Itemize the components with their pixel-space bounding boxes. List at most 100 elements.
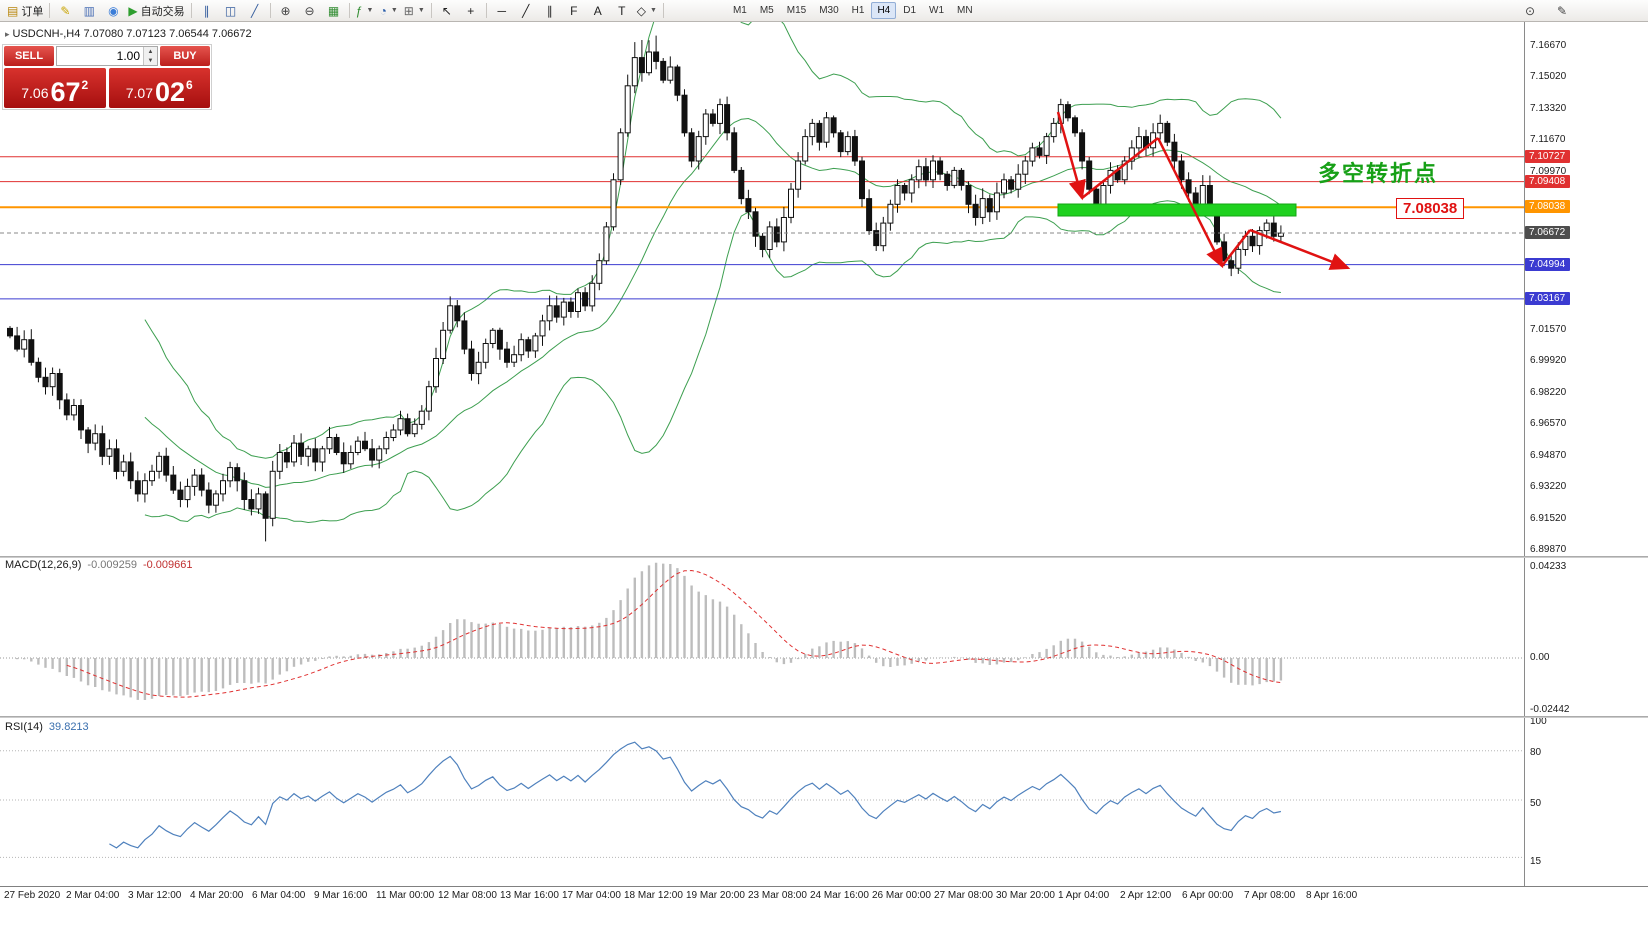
timeframe-button-mn[interactable]: MN <box>957 5 973 16</box>
timeframe-bar: M1 M5 M15 M30 H1 H4 D1 W1 MN <box>727 2 979 19</box>
symbol-period-label: USDCNH-,H4 <box>12 28 81 40</box>
templates-button[interactable]: ⊞ ▼ <box>401 2 428 20</box>
red-arrow <box>1249 228 1351 270</box>
main-chart-pane[interactable] <box>0 22 1524 556</box>
pane-splitter[interactable] <box>0 556 1648 558</box>
indicators-button[interactable]: ƒ ▼ <box>353 2 377 20</box>
toolbar-separator <box>49 3 51 18</box>
label-button[interactable]: T <box>610 2 634 20</box>
hline-icon: ─ <box>497 3 507 18</box>
timeframe-button-h1[interactable]: H1 <box>851 5 865 16</box>
trend-arrows[interactable] <box>1056 111 1351 270</box>
macd-scale-label: 0.04233 <box>1530 561 1567 572</box>
red-arrow <box>1081 137 1159 199</box>
macd-label: MACD(12,26,9) -0.009259 -0.009661 <box>5 559 193 571</box>
price-scale-label: 7.15020 <box>1530 71 1567 82</box>
collapse-panel-icon[interactable]: ▸ <box>5 29 10 39</box>
volume-stepper: ▲ ▼ <box>143 47 157 65</box>
price-scale-label: 6.89870 <box>1530 544 1567 555</box>
templates-icon: ⊞ <box>403 3 414 18</box>
chevron-down-icon: ▼ <box>650 7 657 14</box>
timeframe-button-m15[interactable]: M15 <box>786 5 807 16</box>
toolbar-separator <box>485 3 487 18</box>
rsi-scale-label: 80 <box>1530 747 1542 758</box>
tile-windows-button[interactable]: ▦ <box>322 2 346 20</box>
bar-chart-type-button[interactable]: ∥ <box>195 2 219 20</box>
turning-point-annotation[interactable]: 多空转折点 <box>1318 161 1439 186</box>
chart-symbol-header: ▸ USDCNH-,H4 7.07080 7.07123 7.06544 7.06… <box>5 28 252 40</box>
profiles-icon: ▥ <box>83 3 96 18</box>
volume-down-button[interactable]: ▼ <box>144 56 157 65</box>
price-scale-label: 6.98220 <box>1530 387 1567 398</box>
trendline-icon: ╱ <box>522 3 530 18</box>
line-chart-type-icon: ╱ <box>250 3 259 18</box>
crosshair-button[interactable]: + <box>459 2 483 20</box>
time-axis-label: 27 Mar 08:00 <box>934 890 993 901</box>
rsi-indicator-pane[interactable] <box>0 718 1524 882</box>
fibonacci-button[interactable]: F <box>562 2 586 20</box>
price-level-annotation[interactable]: 7.08038 <box>1396 198 1465 219</box>
channel-button[interactable]: ∥ <box>538 2 562 20</box>
horizontal-lines-layer[interactable] <box>0 156 1524 300</box>
buy-button[interactable]: BUY <box>160 46 210 66</box>
price-scale-label: 6.93220 <box>1530 481 1567 492</box>
autotrading-button[interactable]: ▶ 自动交易 <box>125 2 187 20</box>
zoom-in-button[interactable]: ⊕ <box>274 2 298 20</box>
metaeditor-button[interactable]: ✎ <box>53 2 77 20</box>
profiles-button[interactable]: ▥ <box>77 2 101 20</box>
time-axis-label: 30 Mar 20:00 <box>996 890 1055 901</box>
bar-chart-type-icon: ∥ <box>203 3 210 18</box>
timeframe-button-d1[interactable]: D1 <box>903 5 917 16</box>
time-axis-label: 8 Apr 16:00 <box>1306 890 1358 901</box>
red-arrow <box>1056 111 1086 201</box>
timeframe-button-h4[interactable]: H4 <box>871 2 897 19</box>
shapes-button[interactable]: ◇ ▼ <box>634 2 660 20</box>
zoom-in-icon: ⊕ <box>280 3 291 18</box>
candlestick-type-button[interactable]: ◫ <box>219 2 243 20</box>
toolbar-separator <box>269 3 271 18</box>
price-scale[interactable]: 7.16670 7.15020 7.13320 7.11670 7.09970 7.015… <box>1524 22 1648 886</box>
sell-price-big: 67 <box>50 77 81 108</box>
sell-price-button[interactable]: 7.06 67 2 <box>4 68 106 108</box>
time-axis-label: 4 Mar 20:00 <box>190 890 244 901</box>
sell-button[interactable]: SELL <box>4 46 54 66</box>
community-button[interactable]: ◉ <box>101 2 125 20</box>
time-axis-label: 1 Apr 04:00 <box>1058 890 1110 901</box>
macd-histogram <box>15 562 1283 700</box>
trendline-button[interactable]: ╱ <box>514 2 538 20</box>
autotrading-button-label: 自动交易 <box>140 5 185 18</box>
zoom-out-button[interactable]: ⊖ <box>298 2 322 20</box>
new-object-icon: ✎ <box>1556 3 1568 18</box>
search-button[interactable]: ⊙ <box>1518 2 1542 20</box>
timeframe-button-m5[interactable]: M5 <box>759 5 774 16</box>
cursor-button[interactable]: ↖ <box>435 2 459 20</box>
line-chart-type-button[interactable]: ╱ <box>243 2 267 20</box>
metaeditor-icon: ✎ <box>60 3 71 18</box>
rsi-label: RSI(14) 39.8213 <box>5 721 89 733</box>
volume-input[interactable] <box>57 47 143 65</box>
periods-button[interactable]: ◔ ▼ <box>377 2 401 20</box>
price-badge-7.09408: 7.09408 <box>1525 175 1571 188</box>
price-badge-7.08038: 7.08038 <box>1525 200 1571 213</box>
timeframe-button-w1[interactable]: W1 <box>929 5 945 16</box>
macd-indicator-pane[interactable] <box>0 558 1524 716</box>
chevron-down-icon: ▼ <box>366 7 374 14</box>
timeframe-button-m30[interactable]: M30 <box>819 5 839 16</box>
buy-price-button[interactable]: 7.07 02 6 <box>108 68 210 108</box>
timeframe-button-m1[interactable]: M1 <box>732 5 747 16</box>
volume-up-button[interactable]: ▲ <box>144 47 157 56</box>
macd-scale-label: -0.02442 <box>1530 704 1570 715</box>
text-button[interactable]: A <box>586 2 610 20</box>
time-axis-label: 19 Mar 20:00 <box>686 890 745 901</box>
time-axis[interactable]: 27 Feb 2020 2 Mar 04:00 3 Mar 12:00 4 Mar 2… <box>0 887 1524 905</box>
support-zone-box[interactable] <box>1057 203 1297 217</box>
time-axis-label: 17 Mar 04:00 <box>562 890 621 901</box>
fibonacci-icon: F <box>570 3 578 18</box>
pane-splitter[interactable] <box>0 716 1648 718</box>
new-object-button[interactable]: ✎ <box>1550 2 1574 20</box>
new-order-button[interactable]: ▤ 订单 <box>4 2 46 20</box>
hline-button[interactable]: ─ <box>490 2 514 20</box>
toolbar-separator <box>662 3 664 18</box>
